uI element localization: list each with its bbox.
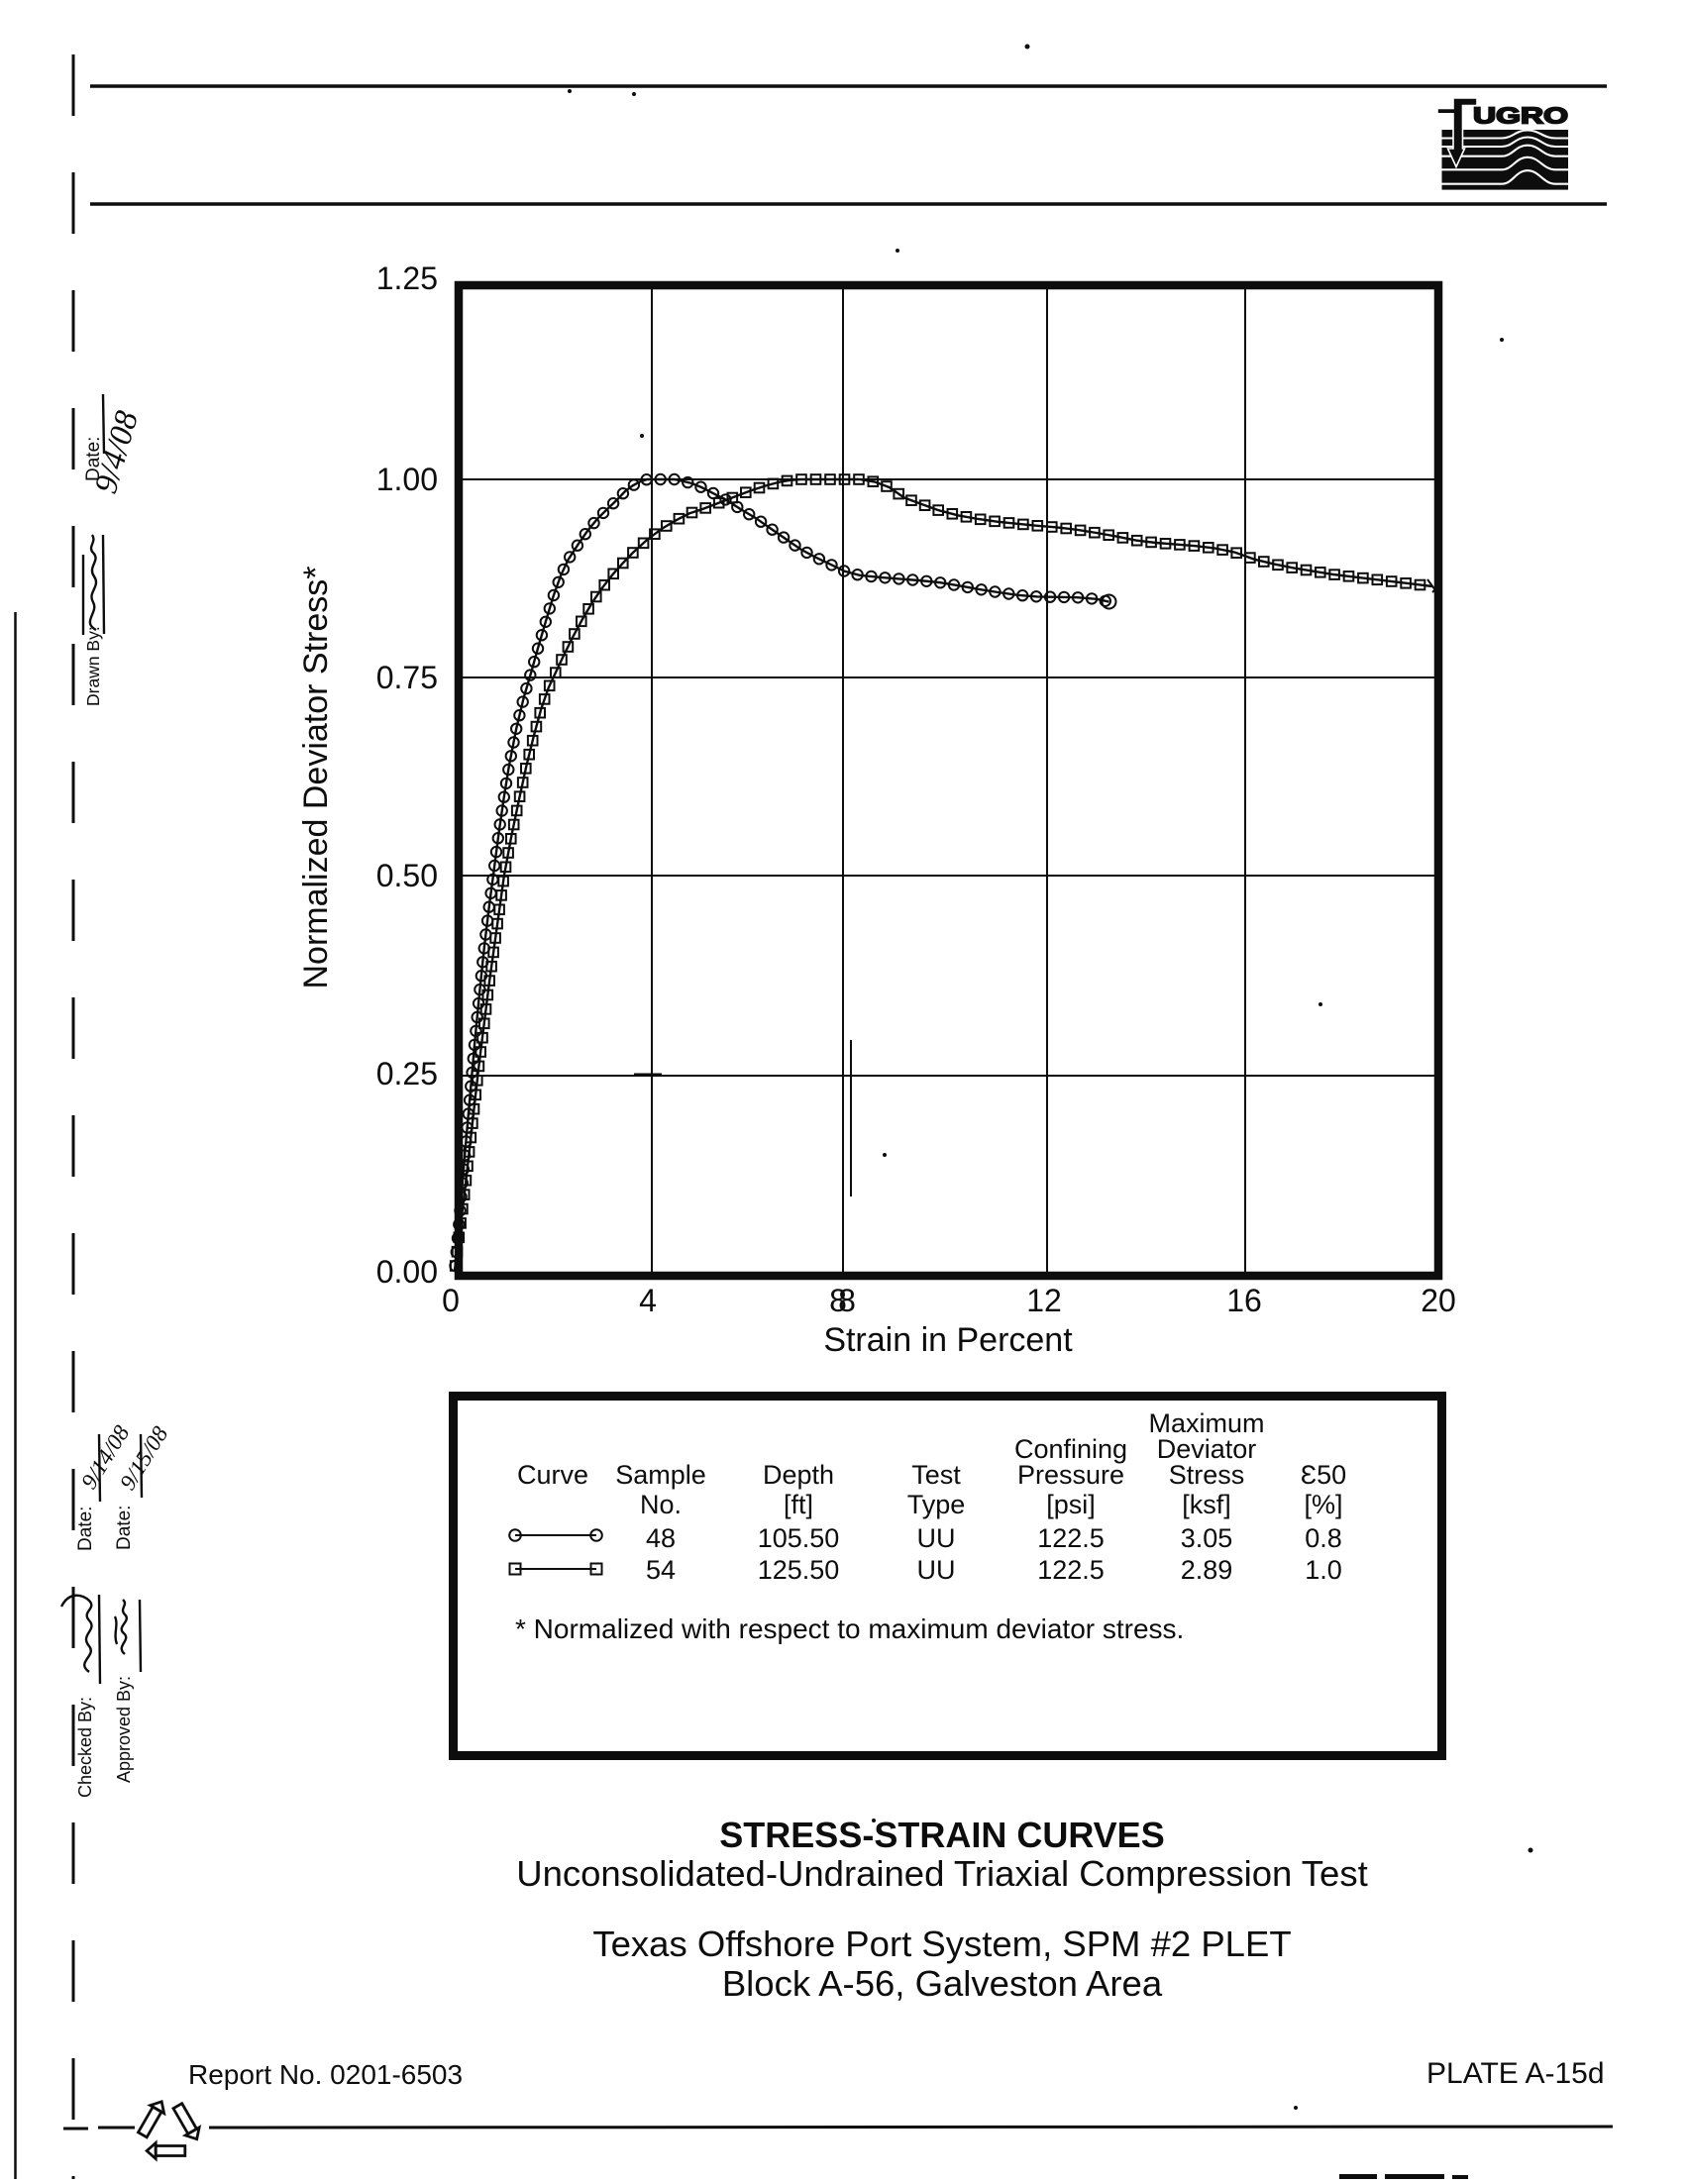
svg-text:* Normalized with respect to m: * Normalized with respect to maximum dev… (515, 1613, 1184, 1644)
svg-text:1.00: 1.00 (376, 462, 438, 497)
svg-text:Checked By:: Checked By: (75, 1697, 95, 1798)
svg-text:Date:: Date: (114, 1506, 135, 1550)
svg-text:Texas Offshore Port System, SP: Texas Offshore Port System, SPM #2 PLET (592, 1924, 1291, 1964)
svg-text:Strain in Percent: Strain in Percent (823, 1321, 1073, 1359)
svg-text:0.50: 0.50 (376, 858, 438, 893)
svg-text:[psi]: [psi] (1046, 1490, 1096, 1519)
svg-text:1.25: 1.25 (376, 260, 438, 296)
svg-text:PLATE A-15d: PLATE A-15d (1426, 2057, 1605, 2090)
svg-text:0.8: 0.8 (1305, 1523, 1342, 1553)
svg-text:Depth: Depth (763, 1460, 834, 1490)
svg-text:Deviator: Deviator (1157, 1434, 1257, 1464)
svg-text:UU: UU (917, 1555, 956, 1585)
svg-text:Pressure: Pressure (1017, 1460, 1124, 1490)
svg-text:Unconsolidated-Undrained Triax: Unconsolidated-Undrained Triaxial Compre… (516, 1853, 1368, 1894)
svg-text:105.50: 105.50 (758, 1523, 840, 1553)
svg-text:Approved By:: Approved By: (114, 1676, 134, 1783)
svg-text:No.: No. (640, 1490, 682, 1519)
svg-text:1.0: 1.0 (1305, 1555, 1342, 1585)
svg-text:125.50: 125.50 (758, 1555, 840, 1585)
svg-text:UU: UU (917, 1523, 956, 1553)
svg-text:0.00: 0.00 (376, 1254, 438, 1290)
svg-text:Ɛ50: Ɛ50 (1301, 1460, 1346, 1490)
svg-text:54: 54 (646, 1555, 676, 1585)
svg-text:Sample: Sample (615, 1460, 706, 1490)
svg-text:[ksf]: [ksf] (1182, 1490, 1231, 1519)
svg-text:0.75: 0.75 (376, 660, 438, 695)
svg-text:Report No. 0201-6503: Report No. 0201-6503 (188, 2059, 463, 2090)
svg-text:Confining: Confining (1014, 1434, 1127, 1464)
svg-text:0: 0 (442, 1283, 460, 1318)
svg-text:UGRO: UGRO (1473, 103, 1568, 129)
svg-text:Drawn By:: Drawn By: (83, 626, 103, 706)
svg-text:2.89: 2.89 (1181, 1555, 1233, 1585)
svg-text:Stress: Stress (1169, 1460, 1245, 1490)
svg-text:122.5: 122.5 (1037, 1523, 1105, 1553)
svg-text:[ft]: [ft] (784, 1490, 813, 1519)
svg-text:12: 12 (1026, 1283, 1062, 1318)
svg-text:Curve: Curve (517, 1460, 588, 1490)
svg-text:8: 8 (829, 1283, 847, 1318)
svg-text:Date:: Date: (83, 437, 104, 481)
svg-text:20: 20 (1421, 1283, 1456, 1318)
svg-text:Block A-56, Galveston Area: Block A-56, Galveston Area (722, 1963, 1163, 2004)
svg-text:Test: Test (911, 1460, 961, 1490)
svg-text:16: 16 (1226, 1283, 1262, 1318)
svg-text:STRESS-STRAIN CURVES: STRESS-STRAIN CURVES (719, 1815, 1164, 1855)
svg-text:Type: Type (907, 1490, 966, 1519)
svg-text:0.25: 0.25 (376, 1056, 438, 1092)
svg-text:[%]: [%] (1304, 1490, 1342, 1519)
svg-text:Normalized Deviator Stress*: Normalized Deviator Stress* (297, 566, 335, 988)
svg-text:4: 4 (639, 1283, 657, 1318)
svg-text:3.05: 3.05 (1181, 1523, 1233, 1553)
svg-text:122.5: 122.5 (1037, 1555, 1105, 1585)
svg-text:Date:: Date: (75, 1507, 96, 1551)
svg-text:8: 8 (838, 1283, 856, 1318)
svg-text:Maximum: Maximum (1148, 1408, 1264, 1438)
svg-text:48: 48 (646, 1523, 676, 1553)
